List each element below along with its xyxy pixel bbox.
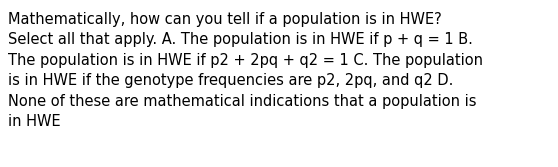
Text: Mathematically, how can you tell if a population is in HWE?
Select all that appl: Mathematically, how can you tell if a po… — [8, 12, 483, 129]
